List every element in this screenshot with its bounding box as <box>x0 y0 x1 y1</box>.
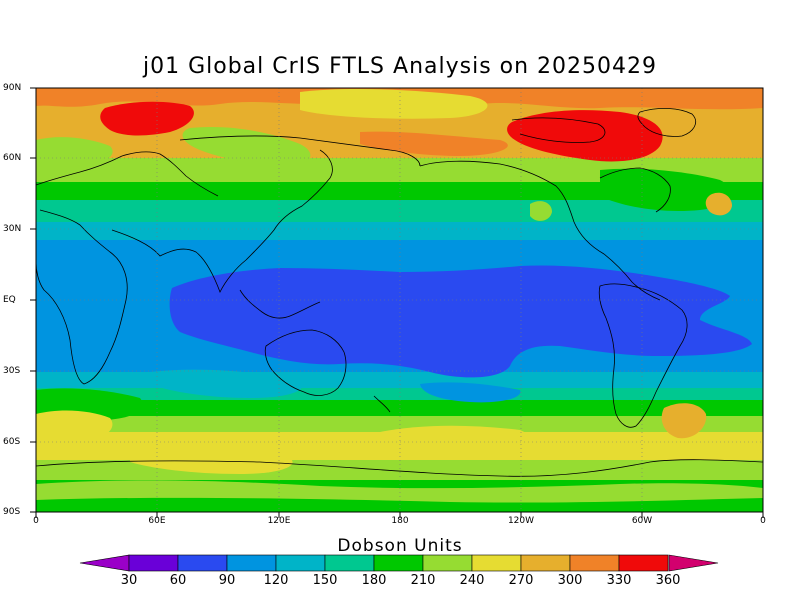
coast-greenland <box>637 108 696 137</box>
south-yellow-pacific <box>380 425 528 453</box>
colorbar-label: 300 <box>557 573 583 588</box>
red-high-siberia <box>100 101 194 136</box>
antarctic-yellow-west <box>130 449 293 474</box>
colorbar-cells <box>128 554 669 572</box>
arctic-yellow-patch <box>300 89 488 119</box>
colorbar-arrow-low <box>79 554 130 572</box>
red-high-greenland <box>507 110 663 162</box>
atlantic-orange-spot <box>705 192 732 216</box>
coast-asia-east <box>245 149 333 261</box>
south-pacific-blue <box>420 382 521 403</box>
europe-green <box>36 137 113 168</box>
coastlines <box>36 108 763 477</box>
page-title: j01 Global CrIS FTLS Analysis on 2025042… <box>142 54 658 79</box>
colorbar-title: Dobson Units <box>337 536 463 556</box>
coast-africa <box>36 209 128 385</box>
lat-tick-60n: 60N <box>3 153 22 163</box>
colorbar-cell <box>324 554 375 572</box>
equatorial-mid-band <box>36 258 154 300</box>
coast-north-america <box>419 160 661 301</box>
lon-tick-60e: 60E <box>148 516 166 526</box>
coast-arabia-india <box>111 229 247 293</box>
colorbar-cell <box>128 554 179 572</box>
coast-europe <box>36 151 219 197</box>
axis-ticks <box>30 87 764 518</box>
south-atlantic-orange <box>661 403 707 439</box>
colorbar-label: 240 <box>459 573 485 588</box>
colorbar-label: 90 <box>218 573 236 588</box>
coast-antarctica <box>36 459 763 477</box>
lon-tick-60w: 60W <box>631 516 653 526</box>
coast-siberia <box>179 135 421 167</box>
coast-new-zealand <box>373 395 391 413</box>
colorbar-cell <box>226 554 277 572</box>
antarctic-green-210 <box>36 497 763 512</box>
colorbar-cell <box>422 554 473 572</box>
colorbar-arrow-high <box>668 554 719 572</box>
lat-tick-90s: 90S <box>3 507 21 517</box>
colorbar-cell <box>569 554 620 572</box>
colorbar-label: 360 <box>655 573 681 588</box>
south-yellow-africa <box>36 410 113 443</box>
lon-tick-120w: 120W <box>507 516 535 526</box>
colorbar-label: 60 <box>169 573 187 588</box>
coast-southeast-asia <box>239 289 321 319</box>
colorbar-cell <box>520 554 571 572</box>
coast-australia <box>264 329 347 396</box>
pacific-green-spot <box>530 201 552 221</box>
colorbar-cell <box>177 554 228 572</box>
lon-tick-0: 0 <box>33 516 39 526</box>
lon-tick-120e: 120E <box>267 516 291 526</box>
colorbar-label: 150 <box>312 573 338 588</box>
lat-tick-eq: EQ <box>3 295 16 305</box>
colorbar-label: 180 <box>361 573 387 588</box>
atlantic-green-west <box>600 168 731 212</box>
colorbar-label: 330 <box>606 573 632 588</box>
colorbar-label: 120 <box>263 573 289 588</box>
lon-tick-0-end: 0 <box>760 516 766 526</box>
colorbar-label: 270 <box>508 573 534 588</box>
colorbar-cell <box>373 554 424 572</box>
colorbar-cell <box>471 554 522 572</box>
coast-south-america <box>598 283 688 428</box>
lat-tick-90n: 90N <box>3 83 22 93</box>
coast-arctic-canada <box>511 117 606 143</box>
colorbar-cell <box>275 554 326 572</box>
colorbar-cell <box>618 554 669 572</box>
coast-north-america-east <box>599 167 671 213</box>
lat-tick-30s: 30S <box>3 366 21 376</box>
pacific-north-orange <box>360 131 508 156</box>
lon-tick-180: 180 <box>391 516 409 526</box>
graticule <box>36 88 763 512</box>
lat-tick-60s: 60S <box>3 437 21 447</box>
colorbar-label: 210 <box>410 573 436 588</box>
south-patch-150 <box>150 369 303 398</box>
lat-tick-30n: 30N <box>3 224 22 234</box>
tropical-core-210 <box>169 265 753 378</box>
colorbar-label: 30 <box>120 573 138 588</box>
colorbar <box>79 554 719 572</box>
